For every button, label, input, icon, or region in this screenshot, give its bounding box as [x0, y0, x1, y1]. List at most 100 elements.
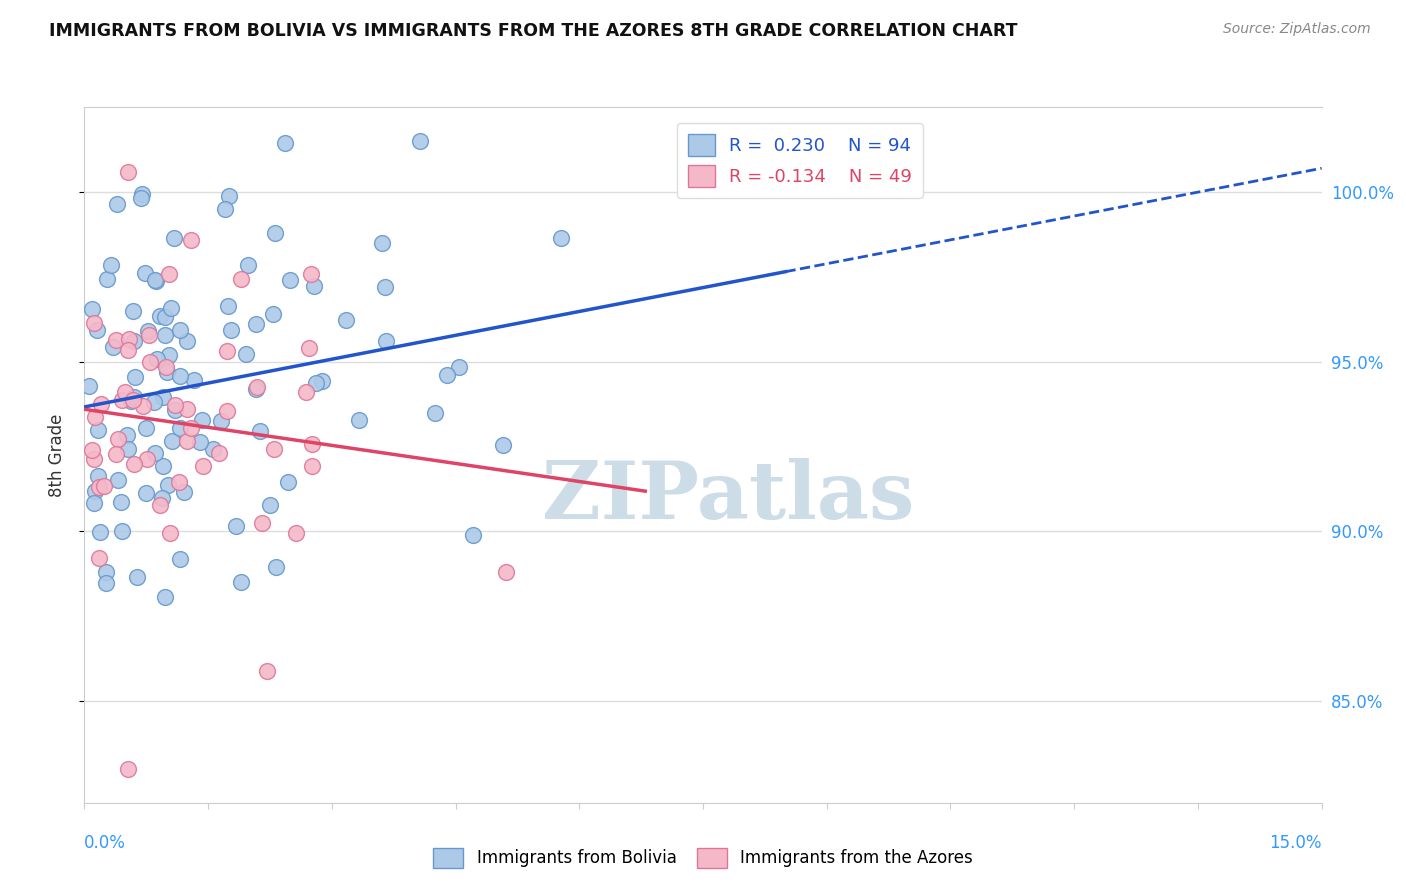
Point: [153, 310, 176, 324]
Point: [84, 483, 107, 498]
Point: [219, 323, 242, 337]
Point: [135, 452, 157, 467]
Point: [157, 267, 180, 281]
Point: [235, 347, 257, 361]
Point: [131, 187, 153, 202]
Point: [150, 491, 173, 506]
Point: [101, 340, 124, 354]
Point: [96, 272, 118, 286]
Point: [229, 272, 252, 286]
Point: [152, 458, 174, 473]
Point: [370, 235, 392, 250]
Point: [550, 231, 572, 245]
Point: [335, 313, 357, 327]
Point: [143, 394, 166, 409]
Point: [191, 413, 214, 427]
Point: [153, 328, 176, 343]
Point: [122, 390, 145, 404]
Point: [176, 434, 198, 449]
Text: 0.0%: 0.0%: [84, 834, 127, 852]
Point: [169, 421, 191, 435]
Point: [118, 332, 141, 346]
Point: [492, 438, 515, 452]
Point: [138, 327, 160, 342]
Point: [214, 202, 236, 217]
Point: [264, 559, 287, 574]
Text: IMMIGRANTS FROM BOLIVIA VS IMMIGRANTS FROM THE AZORES 8TH GRADE CORRELATION CHAR: IMMIGRANTS FROM BOLIVIA VS IMMIGRANTS FR…: [49, 22, 1018, 40]
Point: [305, 376, 328, 390]
Point: [136, 324, 159, 338]
Point: [259, 498, 281, 512]
Point: [107, 474, 129, 488]
Point: [111, 524, 134, 539]
Point: [301, 459, 323, 474]
Point: [236, 258, 259, 272]
Point: [117, 165, 139, 179]
Point: [160, 434, 183, 449]
Point: [169, 323, 191, 337]
Point: [163, 398, 186, 412]
Point: [83, 496, 105, 510]
Point: [274, 136, 297, 151]
Point: [245, 380, 267, 394]
Point: [87, 469, 110, 483]
Point: [149, 498, 172, 512]
Point: [209, 413, 232, 427]
Point: [302, 278, 325, 293]
Point: [122, 393, 145, 408]
Point: [169, 552, 191, 566]
Point: [120, 393, 142, 408]
Point: [152, 390, 174, 404]
Point: [149, 309, 172, 323]
Point: [83, 316, 105, 330]
Point: [167, 475, 190, 490]
Point: [436, 368, 458, 383]
Point: [159, 301, 181, 315]
Point: [262, 307, 284, 321]
Point: [135, 421, 157, 435]
Point: [90, 397, 112, 411]
Point: [89, 524, 111, 539]
Point: [111, 392, 134, 407]
Point: [163, 403, 186, 417]
Point: [495, 565, 517, 579]
Point: [163, 231, 186, 245]
Point: [201, 442, 224, 456]
Point: [155, 360, 177, 375]
Point: [94, 576, 117, 591]
Legend: R =  0.230    N = 94, R = -0.134    N = 49: R = 0.230 N = 94, R = -0.134 N = 49: [676, 123, 922, 198]
Point: [173, 484, 195, 499]
Point: [218, 189, 240, 203]
Point: [191, 458, 214, 473]
Point: [145, 274, 167, 288]
Point: [301, 437, 323, 451]
Point: [256, 665, 278, 679]
Point: [80, 443, 103, 458]
Point: [347, 413, 370, 427]
Point: [124, 458, 146, 472]
Point: [129, 191, 152, 205]
Point: [180, 421, 202, 435]
Point: [77, 379, 100, 393]
Legend: Immigrants from Bolivia, Immigrants from the Azores: Immigrants from Bolivia, Immigrants from…: [426, 841, 980, 875]
Point: [374, 334, 396, 348]
Point: [134, 267, 156, 281]
Point: [408, 134, 430, 148]
Point: [463, 527, 485, 541]
Point: [245, 382, 267, 396]
Point: [115, 427, 138, 442]
Point: [122, 334, 145, 348]
Point: [188, 435, 211, 450]
Point: [117, 762, 139, 776]
Point: [155, 591, 177, 605]
Point: [124, 370, 146, 384]
Point: [298, 341, 321, 355]
Point: [135, 486, 157, 500]
Point: [107, 432, 129, 446]
Point: [93, 479, 115, 493]
Point: [87, 423, 110, 437]
Point: [263, 226, 285, 240]
Point: [423, 406, 446, 420]
Point: [80, 301, 103, 316]
Point: [100, 258, 122, 272]
